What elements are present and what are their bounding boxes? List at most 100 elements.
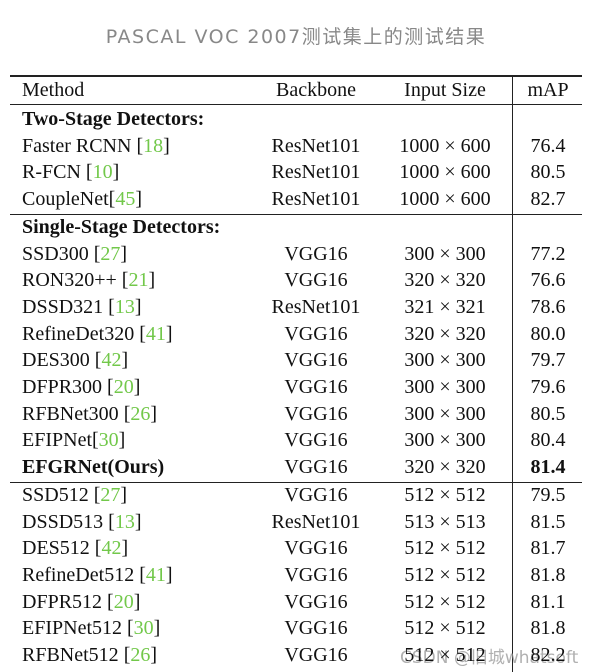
map: 81.8 [530, 617, 566, 640]
method-name: DFPR300 [22, 376, 108, 398]
map: 81.8 [530, 564, 566, 587]
method-name: RefineDet512 [22, 564, 140, 587]
map: 80.4 [530, 429, 566, 452]
backbone: VGG16 [284, 564, 348, 587]
method-name: Faster RCNN [22, 134, 137, 157]
citation: 27 [94, 243, 127, 265]
map: 81.7 [530, 537, 566, 560]
citation: 13 [108, 511, 141, 533]
header-method: Method [22, 79, 85, 101]
citation: 20 [107, 591, 140, 613]
backbone: VGG16 [284, 376, 348, 398]
method-name: DSSD513 [22, 510, 109, 533]
title: PASCAL VOC 2007测试集上的测试结果 [105, 26, 487, 48]
method-cell: DSSD513 13 [22, 510, 141, 534]
method-name: DFPR512 [22, 590, 108, 613]
input-size: 320 × 320 [404, 269, 486, 292]
method-name: DES512 [22, 537, 95, 560]
map: 81.5 [530, 510, 566, 533]
citation: 21 [122, 269, 155, 291]
input-size: 1000 × 600 [399, 187, 491, 210]
citation: 27 [94, 484, 127, 506]
citation: 30 [127, 617, 160, 639]
map: 81.4 [530, 455, 566, 478]
method-name: R-FCN [22, 161, 86, 184]
citation: 42 [95, 537, 128, 559]
method-name: SSD300 [22, 242, 94, 265]
map: 80.0 [530, 322, 566, 345]
method-cell: RFBNet300 26 [22, 402, 157, 426]
citation: 26 [124, 403, 157, 425]
method-cell: CoupleNet45 [22, 187, 142, 211]
input-size: 513 × 513 [404, 510, 486, 533]
citation: 42 [95, 349, 128, 371]
method-cell: RFBNet512 26 [22, 643, 157, 667]
backbone: VGG16 [284, 484, 348, 507]
citation: 26 [124, 644, 157, 666]
map: 82.7 [530, 187, 566, 210]
watermark: CSDN @旧城whatsoft [400, 648, 579, 668]
method-name: SSD512 [22, 484, 94, 507]
input-size: 300 × 300 [404, 242, 486, 265]
method-cell: DFPR512 20 [22, 590, 140, 614]
citation: 45 [109, 188, 142, 210]
method-cell: DFPR300 20 [22, 375, 140, 399]
section-rule [10, 482, 582, 483]
method-name: DSSD321 [22, 296, 109, 319]
backbone: VGG16 [284, 349, 348, 372]
backbone: ResNet101 [271, 161, 361, 184]
method-cell: RefineDet512 41 [22, 563, 173, 587]
citation: 18 [136, 135, 169, 157]
method-name: RFBNet300 [22, 402, 124, 425]
method-name: CoupleNet [22, 187, 109, 210]
input-size: 512 × 512 [404, 484, 486, 507]
method-cell: DSSD321 13 [22, 295, 141, 319]
header-rule [10, 104, 582, 105]
method-cell: SSD300 27 [22, 242, 127, 266]
method-name: EFIPNet512 [22, 617, 127, 640]
column-rule [512, 76, 513, 672]
map: 78.6 [530, 296, 566, 319]
input-size: 300 × 300 [404, 376, 486, 398]
input-size: 1000 × 600 [399, 134, 491, 157]
method-name: DES300 [22, 349, 95, 372]
backbone: VGG16 [284, 322, 348, 345]
input-size: 321 × 321 [404, 296, 486, 319]
header-map: mAP [527, 79, 569, 101]
input-size: 512 × 512 [404, 590, 486, 613]
method-cell: DES512 42 [22, 536, 128, 560]
input-size: 300 × 300 [404, 402, 486, 425]
section-heading: Two-Stage Detectors: [22, 108, 205, 130]
backbone: ResNet101 [271, 296, 361, 319]
map: 79.6 [530, 376, 566, 398]
citation: 30 [92, 429, 125, 451]
method-cell: EFIPNet512 30 [22, 616, 160, 640]
map: 79.5 [530, 484, 566, 507]
citation: 41 [139, 564, 172, 586]
header-input: Input Size [404, 79, 486, 101]
input-size: 320 × 320 [404, 455, 486, 478]
method-name: RefineDet320 [22, 322, 140, 345]
method-cell: DES300 42 [22, 348, 128, 372]
backbone: VGG16 [284, 242, 348, 265]
section-heading: Single-Stage Detectors: [22, 216, 221, 239]
input-size: 512 × 512 [404, 564, 486, 587]
citation: 13 [108, 296, 141, 318]
method-name: RON320++ [22, 269, 122, 292]
backbone: VGG16 [284, 455, 348, 478]
input-size: 512 × 512 [404, 644, 486, 666]
map: 80.5 [530, 402, 566, 425]
method-cell: EFGRNet(Ours) [22, 455, 164, 479]
backbone: VGG16 [284, 590, 348, 613]
method-cell: Faster RCNN 18 [22, 134, 170, 158]
map: 80.5 [530, 161, 566, 184]
backbone: ResNet101 [271, 134, 361, 157]
input-size: 1000 × 600 [399, 161, 491, 184]
map: 82.2 [530, 644, 566, 666]
citation: 10 [86, 161, 119, 183]
input-size: 512 × 512 [404, 537, 486, 560]
backbone: VGG16 [284, 429, 348, 452]
method-name: RFBNet512 [22, 644, 124, 666]
method-name: EFGRNet(Ours) [22, 455, 165, 478]
